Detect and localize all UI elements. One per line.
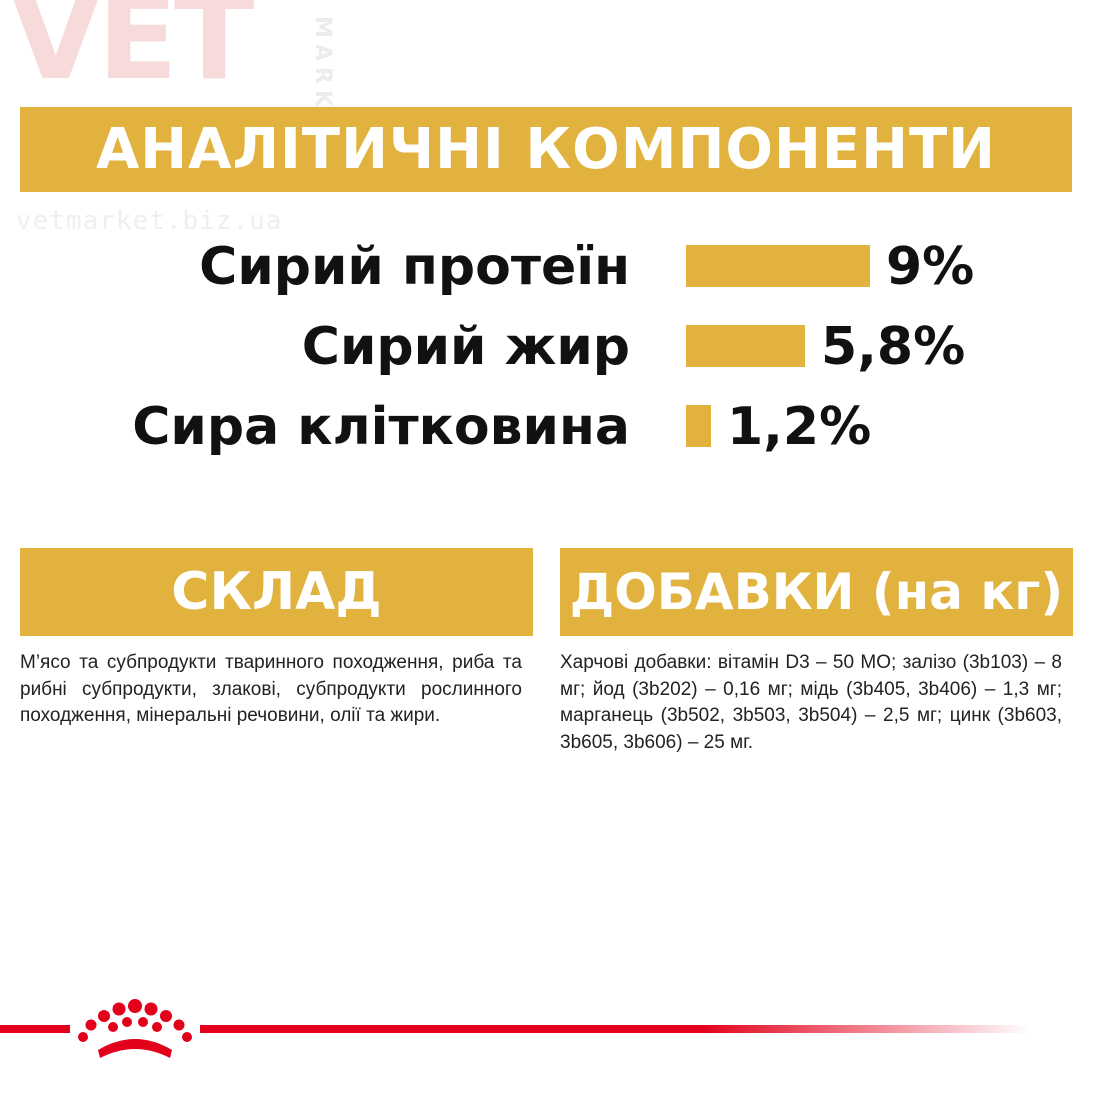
composition-banner: СКЛАД (20, 548, 533, 636)
footer-red-line (0, 1025, 1093, 1033)
row-label-fat: Сирий жир (301, 317, 630, 377)
composition-title: СКЛАД (171, 562, 382, 622)
row-bar-fiber (686, 405, 711, 447)
row-bar-fat (686, 325, 805, 367)
watermark: VET MARKET vetmarket.biz.ua (10, 0, 370, 240)
additives-title: ДОБАВКИ (на кг) (569, 563, 1064, 621)
row-value-protein: 9% (886, 237, 975, 297)
royal-canin-crown-icon (78, 999, 192, 1058)
watermark-logo: VET (10, 0, 254, 106)
row-value-fiber: 1,2% (727, 397, 872, 457)
row-label-fiber: Сира клітковина (132, 397, 630, 457)
watermark-url: vetmarket.biz.ua (16, 206, 283, 236)
analytic-components-title: АНАЛІТИЧНІ КОМПОНЕНТИ (95, 117, 997, 182)
composition-text: М’ясо та субпродукти тваринного походжен… (20, 652, 522, 726)
brand-logo (70, 992, 200, 1072)
additives-text: Харчові добавки: вітамін D3 – 50 МО; зал… (560, 652, 1062, 753)
row-label-protein: Сирий протеїн (199, 237, 630, 297)
additives-banner: ДОБАВКИ (на кг) (560, 548, 1073, 636)
row-value-fat: 5,8% (821, 317, 966, 377)
analytic-components-banner: АНАЛІТИЧНІ КОМПОНЕНТИ (20, 107, 1072, 192)
row-bar-protein (686, 245, 870, 287)
